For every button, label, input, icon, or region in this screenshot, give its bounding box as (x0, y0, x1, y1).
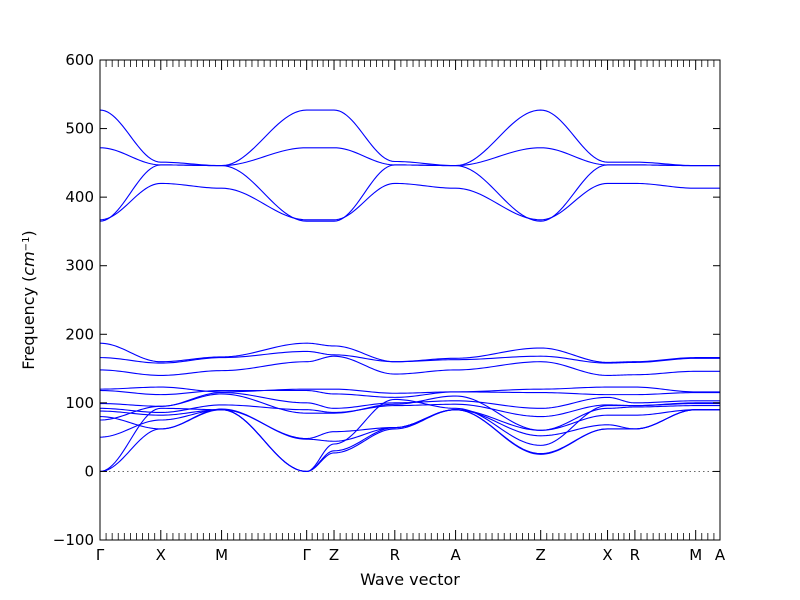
x-tick-label-Z: Z (536, 546, 546, 564)
x-tick-label-R: R (390, 546, 400, 564)
y-tick-label: 500 (65, 120, 94, 138)
phonon-band-9 (99, 389, 720, 398)
phonon-band-8 (99, 386, 720, 394)
y-tick-label: 400 (65, 188, 94, 206)
plot-frame (99, 59, 721, 541)
y-axis-label: Frequency (cm−1) (19, 230, 38, 369)
x-tick-label-A: A (450, 546, 461, 564)
phonon-band-6 (99, 350, 720, 364)
phonon-band-16 (99, 409, 720, 472)
y-tick-label: 0 (84, 462, 94, 480)
y-tick-label: 100 (65, 394, 94, 412)
phonon-band-14 (99, 393, 720, 431)
x-tick-label-Γ: Γ (302, 546, 311, 564)
x-tick-label-A: A (715, 546, 726, 564)
phonon-band-3 (99, 182, 720, 221)
y-tick-label: 200 (65, 325, 94, 343)
phonon-band-5 (99, 342, 720, 363)
x-tick-label-M: M (689, 546, 702, 564)
phonon-band-4 (99, 164, 720, 222)
y-tick-label: −100 (53, 531, 94, 549)
x-tick-label-Z: Z (329, 546, 339, 564)
x-tick-label-X: X (602, 546, 612, 564)
x-tick-label-R: R (630, 546, 640, 564)
phonon-band-7 (99, 355, 720, 376)
x-tick-label-X: X (156, 546, 166, 564)
plot-area (100, 60, 720, 540)
phonon-band-17 (99, 398, 720, 472)
y-tick-label: 300 (65, 257, 94, 275)
x-tick-label-Γ: Γ (96, 546, 105, 564)
x-tick-label-M: M (215, 546, 228, 564)
y-tick-label: 600 (65, 51, 94, 69)
phonon-band-10 (99, 392, 720, 409)
x-axis-label: Wave vector (360, 570, 460, 589)
